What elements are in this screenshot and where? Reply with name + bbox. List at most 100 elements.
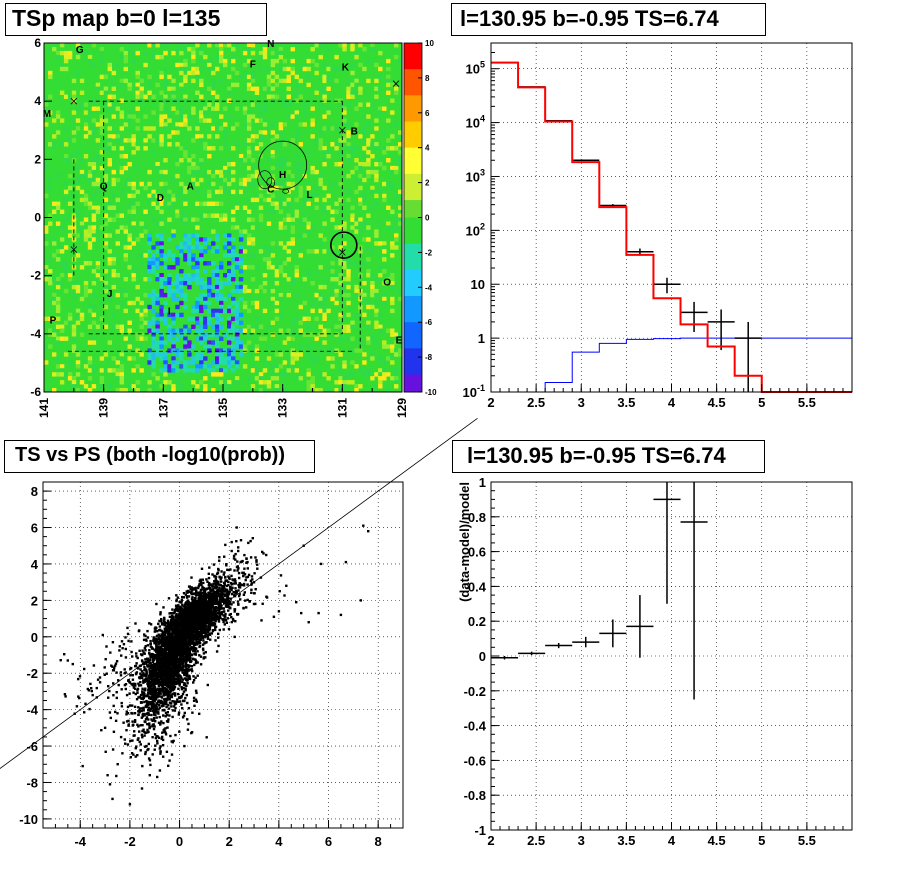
- map-pixel: [199, 308, 204, 314]
- scatter-point: [163, 663, 167, 666]
- map-pixel: [131, 134, 136, 139]
- map-pixel: [183, 360, 188, 365]
- map-pixel: [183, 78, 188, 84]
- map-pixel: [167, 249, 172, 254]
- map-pixel: [103, 74, 109, 80]
- map-pixel: [374, 308, 379, 314]
- scatter-point: [163, 661, 166, 664]
- scatter-point: [180, 598, 184, 602]
- map-pixel: [290, 328, 295, 333]
- map-pixel: [223, 165, 228, 171]
- map-pixel: [151, 292, 156, 298]
- map-pixel: [338, 197, 343, 203]
- map-pixel: [55, 173, 61, 179]
- boundary-lines: [67, 100, 361, 352]
- map-pixel: [338, 181, 343, 187]
- map-pixel: [374, 320, 379, 325]
- map-pixel: [127, 233, 132, 238]
- map-pixel: [227, 336, 232, 341]
- map-pixel: [183, 201, 188, 206]
- map-pixel: [326, 376, 331, 381]
- map-pixel: [346, 142, 351, 147]
- scatter-point: [149, 645, 152, 648]
- map-pixel: [167, 277, 172, 282]
- map-pixel: [350, 261, 355, 266]
- map-pixel: [211, 213, 216, 218]
- map-pixel: [83, 110, 89, 115]
- map-pixel: [67, 320, 73, 325]
- scatter-point: [140, 709, 143, 713]
- map-pixel: [131, 43, 136, 48]
- colorbar-tick-label: 8: [425, 74, 430, 83]
- map-pixel: [278, 372, 284, 377]
- scatter-point: [159, 664, 162, 667]
- map-pixel: [183, 281, 188, 286]
- scatter-point: [151, 647, 154, 650]
- map-pixel: [87, 201, 93, 206]
- map-pixel: [227, 324, 232, 329]
- map-pixel: [163, 257, 168, 262]
- map-pixel: [179, 281, 184, 286]
- map-pixel: [75, 388, 81, 393]
- map-pixel: [234, 308, 240, 314]
- map-pixel: [274, 384, 280, 389]
- map-pixel: [203, 336, 208, 341]
- map-pixel: [203, 316, 208, 321]
- map-pixel: [378, 50, 383, 56]
- map-pixel: [314, 142, 319, 147]
- map-pixel: [191, 165, 196, 171]
- map-pixel: [394, 165, 399, 171]
- map-pixel: [44, 269, 49, 274]
- map-pixel: [199, 249, 204, 254]
- map-pixel: [306, 344, 311, 349]
- map-pixel: [234, 288, 240, 294]
- map-pixel: [266, 324, 272, 329]
- map-pixel: [87, 368, 93, 373]
- map-pixel: [179, 269, 184, 274]
- map-pixel: [183, 296, 188, 302]
- map-pixel: [59, 225, 65, 230]
- scatter-point: [140, 707, 143, 710]
- map-pixel: [143, 320, 148, 325]
- map-pixel: [246, 138, 252, 143]
- map-pixel: [159, 284, 164, 290]
- scatter-point: [149, 689, 153, 693]
- map-pixel: [107, 257, 112, 262]
- map-pixel: [203, 372, 208, 377]
- scatter-point: [140, 673, 143, 676]
- map-pixel: [250, 241, 256, 246]
- map-pixel: [338, 380, 343, 385]
- map-pixel: [147, 82, 152, 88]
- map-pixel: [242, 50, 248, 56]
- map-pixel: [131, 50, 136, 56]
- map-pixel: [67, 94, 73, 99]
- map-pixel: [270, 364, 276, 369]
- map-pixel: [195, 257, 200, 262]
- map-pixel: [370, 304, 375, 310]
- map-pixel: [103, 221, 109, 226]
- map-pixel: [398, 213, 403, 218]
- map-pixel: [258, 284, 264, 290]
- scatter-point: [173, 694, 177, 697]
- map-pixel: [250, 384, 256, 389]
- map-pixel: [151, 217, 156, 222]
- map-pixel: [258, 376, 264, 381]
- map-pixel: [139, 344, 144, 349]
- map-pixel: [278, 162, 284, 167]
- map-pixel: [282, 273, 288, 278]
- map-pixel: [187, 328, 192, 333]
- scatter-point: [160, 618, 163, 621]
- scatter-point: [170, 659, 174, 663]
- map-pixel: [195, 169, 200, 175]
- map-pixel: [270, 98, 276, 103]
- map-pixel: [354, 189, 359, 195]
- map-pixel: [234, 253, 240, 258]
- map-pixel: [342, 118, 347, 123]
- scatter-point: [138, 649, 141, 652]
- map-pixel: [250, 277, 256, 282]
- map-pixel: [219, 54, 224, 60]
- map-pixel: [191, 58, 196, 64]
- map-pixel: [386, 58, 391, 64]
- map-pixel: [310, 380, 315, 385]
- map-pixel: [179, 312, 184, 318]
